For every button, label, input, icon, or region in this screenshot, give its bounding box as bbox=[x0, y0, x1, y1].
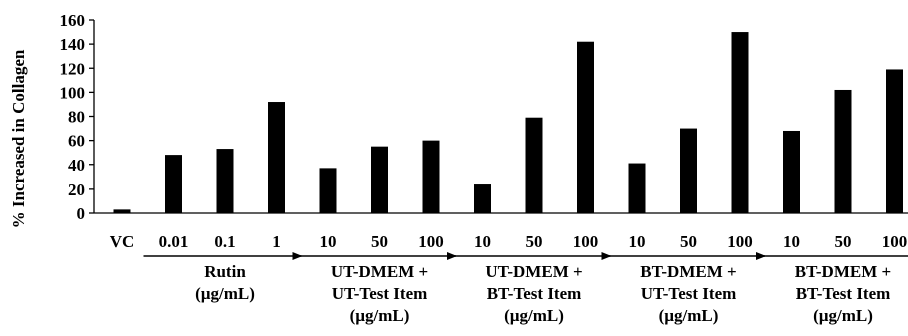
x-tick-label: 10 bbox=[474, 232, 491, 251]
y-tick-label: 120 bbox=[60, 59, 86, 78]
y-tick-label: 100 bbox=[60, 83, 86, 102]
bar-0 bbox=[113, 209, 131, 213]
x-tick-label: 0.01 bbox=[159, 232, 189, 251]
x-tick-label: 50 bbox=[680, 232, 697, 251]
y-tick-label: 160 bbox=[60, 11, 86, 30]
bar-14 bbox=[834, 89, 852, 213]
x-tick-label: 50 bbox=[371, 232, 388, 251]
group-label-line: (µg/mL) bbox=[350, 306, 410, 325]
bar-13 bbox=[783, 130, 800, 213]
bar-11 bbox=[680, 128, 697, 213]
x-tick-label: VC bbox=[110, 232, 135, 251]
y-axis-label: % Increased in Collagen bbox=[9, 49, 28, 228]
x-tick-label: 100 bbox=[727, 232, 753, 251]
group-label-line: BT-DMEM + bbox=[795, 262, 891, 281]
bar-1 bbox=[165, 155, 182, 213]
bar-12 bbox=[731, 32, 749, 213]
y-tick-label: 20 bbox=[68, 180, 85, 199]
bar-4 bbox=[319, 168, 337, 213]
group-label-line: Rutin bbox=[204, 262, 246, 281]
y-tick-label: 40 bbox=[68, 156, 85, 175]
y-tick-label: 60 bbox=[68, 132, 85, 151]
bar-9 bbox=[577, 41, 594, 214]
y-tick-label: 0 bbox=[77, 204, 86, 223]
group-label-line: UT-DMEM + bbox=[485, 262, 582, 281]
group-label-line: (µg/mL) bbox=[504, 306, 564, 325]
bar-7 bbox=[474, 184, 491, 213]
bar-10 bbox=[628, 163, 646, 213]
y-tick-label: 140 bbox=[60, 35, 86, 54]
x-tick-label: 10 bbox=[320, 232, 337, 251]
x-tick-label: 10 bbox=[783, 232, 800, 251]
bar-5 bbox=[371, 146, 388, 213]
x-tick-label: 10 bbox=[629, 232, 646, 251]
x-tick-label: 100 bbox=[573, 232, 599, 251]
group-label-line: (µg/mL) bbox=[813, 306, 873, 325]
x-tick-label: 50 bbox=[526, 232, 543, 251]
x-tick-label: 0.1 bbox=[214, 232, 235, 251]
bar-3 bbox=[268, 102, 285, 213]
group-label-line: BT-DMEM + bbox=[640, 262, 736, 281]
bar-15 bbox=[886, 69, 903, 213]
group-label-line: UT-DMEM + bbox=[331, 262, 428, 281]
y-tick-label: 80 bbox=[68, 108, 85, 127]
bar-8 bbox=[525, 117, 543, 213]
x-tick-label: 100 bbox=[882, 232, 908, 251]
group-label-line: BT-Test Item bbox=[796, 284, 891, 303]
group-label-line: (µg/mL) bbox=[195, 284, 255, 303]
group-label-line: (µg/mL) bbox=[659, 306, 719, 325]
group-label-line: BT-Test Item bbox=[487, 284, 582, 303]
bar-6 bbox=[422, 140, 440, 213]
x-tick-label: 100 bbox=[418, 232, 444, 251]
bar-2 bbox=[216, 149, 234, 213]
group-label-line: UT-Test Item bbox=[332, 284, 428, 303]
x-tick-label: 1 bbox=[272, 232, 281, 251]
plot-area: 0 20 40 60 80 100 120 140 160 VC 0.01 0.1 1 10 50 100 10… bbox=[60, 11, 908, 325]
x-tick-label: 50 bbox=[835, 232, 852, 251]
group-label-line: UT-Test Item bbox=[641, 284, 737, 303]
